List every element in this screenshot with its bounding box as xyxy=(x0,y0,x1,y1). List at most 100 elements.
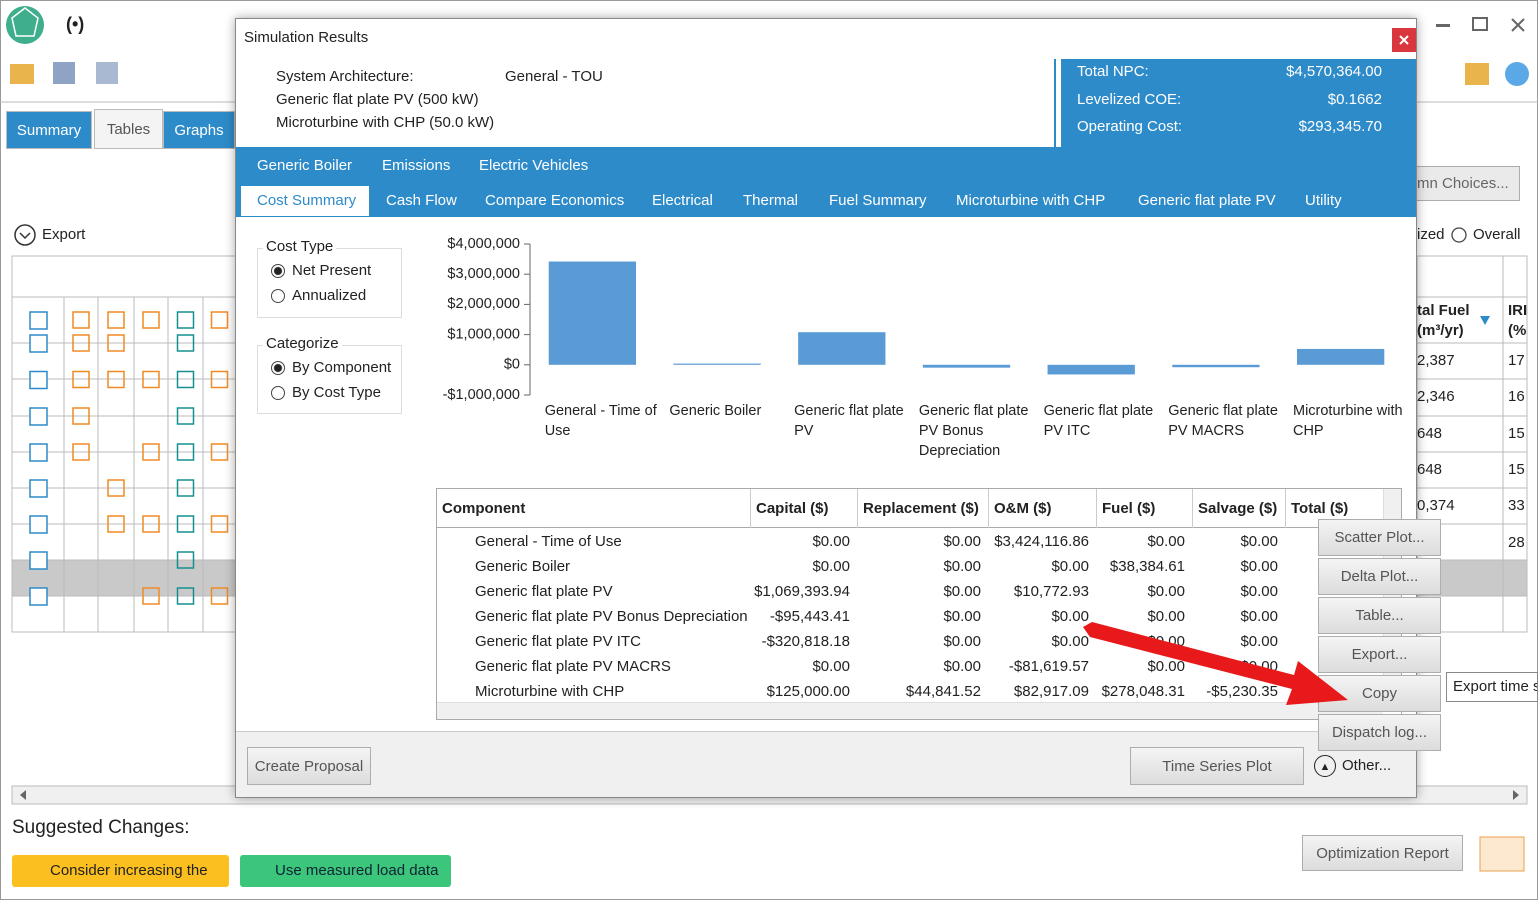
cell: -$5,230.35 xyxy=(1192,681,1278,703)
cell: $0.00 xyxy=(1096,581,1185,603)
radio[interactable] xyxy=(271,264,285,278)
cell: $0.00 xyxy=(1192,631,1278,653)
tab[interactable]: Cost Summary xyxy=(257,190,356,212)
summary-value: $293,345.70 xyxy=(1200,116,1382,138)
column-header[interactable]: Total ($) xyxy=(1291,498,1348,520)
radio-label[interactable]: Net Present xyxy=(292,260,371,282)
tab[interactable]: Electrical xyxy=(652,190,713,212)
bar xyxy=(923,365,1010,368)
menu-item[interactable]: Delta Plot... xyxy=(1318,558,1441,595)
summary-label: Levelized COE: xyxy=(1077,89,1181,111)
cell: $0.00 xyxy=(1192,556,1278,578)
col-divider xyxy=(857,489,858,528)
time-series-plot[interactable]: Time Series Plot xyxy=(1130,747,1304,785)
y-tick-label: $0 xyxy=(504,357,520,373)
tab[interactable]: Microturbine with CHP xyxy=(956,190,1105,212)
other-icon[interactable]: ▲ xyxy=(1314,755,1336,777)
x-tick-label: Generic Boiler xyxy=(669,401,787,421)
table-header-line xyxy=(437,527,1383,528)
tab[interactable]: Cash Flow xyxy=(386,190,457,212)
cell: Microturbine with CHP xyxy=(475,681,624,703)
chart-icon xyxy=(30,480,47,497)
cell: $3,424,116.86 xyxy=(988,531,1089,553)
tab[interactable]: Emissions xyxy=(382,155,450,177)
h-scrollbar[interactable] xyxy=(437,702,1383,719)
cell: $38,384.61 xyxy=(1096,556,1185,578)
menu-item[interactable]: Dispatch log... xyxy=(1318,714,1441,751)
cell: $0.00 xyxy=(1192,581,1278,603)
cell: $0.00 xyxy=(988,606,1089,628)
tab[interactable]: Fuel Summary xyxy=(829,190,927,212)
y-tick-label: $3,000,000 xyxy=(447,266,520,282)
group-label: Categorize xyxy=(263,334,342,354)
chart-icon xyxy=(30,552,47,569)
cell: $0.00 xyxy=(857,581,981,603)
other-button[interactable]: Other... xyxy=(1342,755,1391,777)
architecture-item: Microturbine with CHP (50.0 kW) xyxy=(276,112,494,134)
radio[interactable] xyxy=(271,289,285,303)
radio[interactable] xyxy=(271,361,285,375)
fuel-cell: 0,374 xyxy=(1417,495,1455,517)
menu-item[interactable]: Copy xyxy=(1318,675,1441,712)
summary-value: $0.1662 xyxy=(1200,89,1382,111)
summary-value: $4,570,364.00 xyxy=(1200,61,1382,83)
bar xyxy=(1297,349,1384,365)
tab[interactable]: Generic flat plate PV xyxy=(1138,190,1276,212)
optimization-report[interactable]: Optimization Report xyxy=(1302,835,1463,871)
dialog-title: Simulation Results xyxy=(244,27,368,49)
create-proposal[interactable]: Create Proposal xyxy=(247,747,371,785)
col-divider xyxy=(1192,489,1193,528)
radio-label[interactable]: Annualized xyxy=(292,285,366,307)
menu-item[interactable]: Table... xyxy=(1318,597,1441,634)
group-label: Cost Type xyxy=(263,237,336,257)
cell: $1,069,393.94 xyxy=(750,581,850,603)
column-header[interactable]: Replacement ($) xyxy=(863,498,979,520)
radio[interactable] xyxy=(271,386,285,400)
tab[interactable]: Utility xyxy=(1305,190,1342,212)
cell: $0.00 xyxy=(1096,631,1185,653)
chart-icon xyxy=(30,516,47,533)
report-icon[interactable] xyxy=(1480,837,1524,871)
architecture-item: Generic flat plate PV (500 kW) xyxy=(276,89,479,111)
cell: $0.00 xyxy=(1192,606,1278,628)
column-header[interactable]: Fuel ($) xyxy=(1102,498,1155,520)
cell: $278,048.31 xyxy=(1096,681,1185,703)
cell: $0.00 xyxy=(857,531,981,553)
column-header[interactable]: Component xyxy=(442,498,525,520)
cell: Generic flat plate PV Bonus Depreciation xyxy=(475,606,748,628)
cell: Generic flat plate PV MACRS xyxy=(475,656,671,678)
cell: $0.00 xyxy=(988,631,1089,653)
suggestion[interactable]: Consider increasing the xyxy=(12,855,229,887)
cell: $0.00 xyxy=(857,606,981,628)
cell: $0.00 xyxy=(988,556,1089,578)
irr-cell: 28 xyxy=(1508,532,1525,554)
tooltip: Export time s xyxy=(1446,672,1538,702)
col-divider xyxy=(750,489,751,528)
tab[interactable]: Thermal xyxy=(743,190,798,212)
tab[interactable]: Electric Vehicles xyxy=(479,155,588,177)
cell: Generic Boiler xyxy=(475,556,570,578)
tab[interactable]: Generic Boiler xyxy=(257,155,352,177)
bar xyxy=(1048,365,1135,375)
suggestion[interactable]: Use measured load data xyxy=(240,855,451,887)
cell: $0.00 xyxy=(1096,656,1185,678)
bar xyxy=(1172,365,1259,367)
group-box xyxy=(257,248,402,318)
cell: $125,000.00 xyxy=(750,681,850,703)
cell: Generic flat plate PV ITC xyxy=(475,631,641,653)
y-tick-label: $4,000,000 xyxy=(447,236,520,252)
column-header[interactable]: Capital ($) xyxy=(756,498,829,520)
menu-item[interactable]: Scatter Plot... xyxy=(1318,519,1441,556)
column-header[interactable]: Salvage ($) xyxy=(1198,498,1277,520)
y-tick-label: $2,000,000 xyxy=(447,296,520,312)
column-header[interactable]: O&M ($) xyxy=(994,498,1052,520)
radio-label[interactable]: By Component xyxy=(292,357,391,379)
architecture-label: System Architecture: xyxy=(276,66,414,88)
cell: $82,917.09 xyxy=(988,681,1089,703)
cell: -$95,443.41 xyxy=(750,606,850,628)
bar xyxy=(673,364,760,365)
tab[interactable]: Compare Economics xyxy=(485,190,624,212)
radio-label[interactable]: By Cost Type xyxy=(292,382,381,404)
menu-item[interactable]: Export... xyxy=(1318,636,1441,673)
